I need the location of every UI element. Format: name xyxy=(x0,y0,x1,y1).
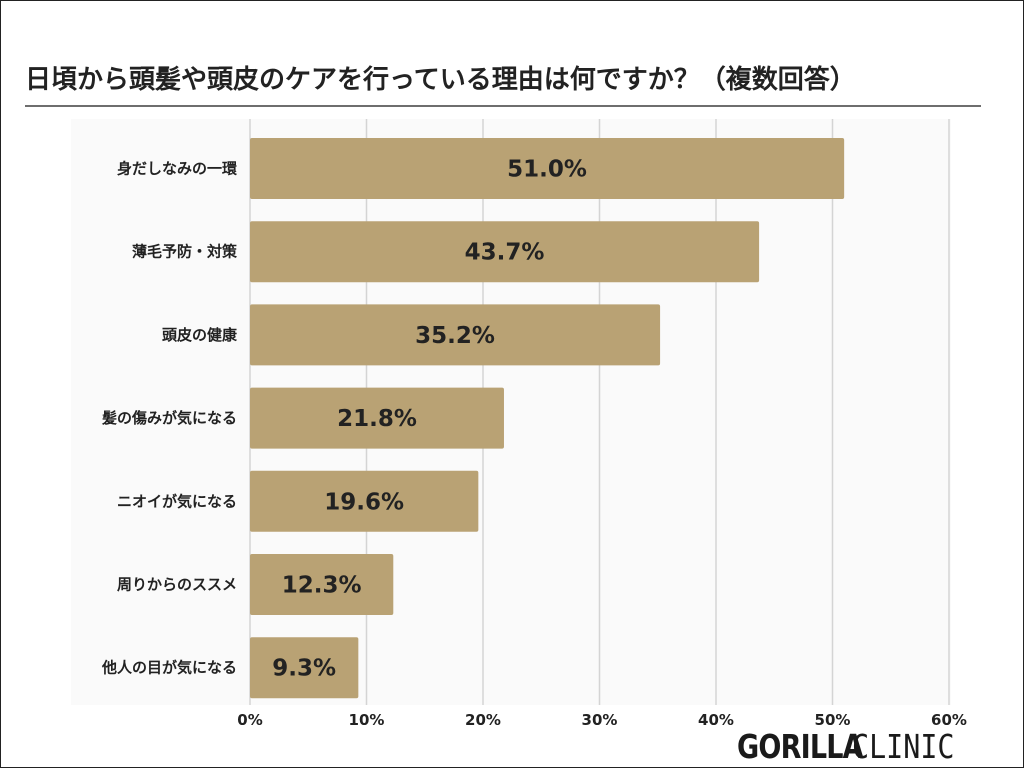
category-label: 薄毛予防・対策 xyxy=(132,243,238,261)
bar-value-label: 9.3% xyxy=(272,656,336,682)
category-label: 他人の目が気になる xyxy=(101,659,237,677)
bar-value-label: 19.6% xyxy=(324,489,404,515)
x-tick-label: 10% xyxy=(349,711,385,729)
bar xyxy=(250,138,845,199)
category-label: 周りからのススメ xyxy=(117,576,237,594)
x-tick-label: 60% xyxy=(931,711,967,729)
x-tick-label: 40% xyxy=(698,711,734,729)
title-divider xyxy=(25,105,981,107)
x-tick-label: 50% xyxy=(815,711,851,729)
x-tick-label: 0% xyxy=(237,711,262,729)
bar-value-label: 21.8% xyxy=(337,406,417,432)
bar xyxy=(250,221,760,283)
category-label: ニオイが気になる xyxy=(117,492,237,510)
category-label: 身だしなみの一環 xyxy=(117,160,238,178)
category-labels: 身だしなみの一環薄毛予防・対策頭皮の健康髪の傷みが気になるニオイが気になる周りか… xyxy=(101,160,238,677)
bar xyxy=(250,304,661,366)
category-label: 髪の傷みが気になる xyxy=(101,409,237,427)
category-label: 頭皮の健康 xyxy=(162,326,238,344)
chart-title: 日頃から頭髪や頭皮のケアを行っている理由は何ですか？（複数回答） xyxy=(25,65,856,95)
logo-wordmark-bold: GORILLA xyxy=(737,726,864,766)
bar-value-label: 12.3% xyxy=(282,573,362,599)
plot-background xyxy=(71,119,951,705)
bar xyxy=(250,637,359,699)
bar-value-label: 51.0% xyxy=(507,157,587,183)
bar xyxy=(250,387,504,449)
bar-value-label: 43.7% xyxy=(465,240,545,266)
bar xyxy=(250,470,479,532)
bar xyxy=(250,554,394,615)
x-axis-ticks: 0% 10% 20% 30% 40% 50% 60% xyxy=(237,711,967,729)
logo-wordmark-light: CLINIC xyxy=(852,726,955,766)
gorilla-clinic-logo: GORILLA CLINIC xyxy=(737,725,1017,767)
bars: 51.0% 43.7% 35.2% 21.8% 19.6% 12.3% 9.3% xyxy=(250,138,845,699)
x-tick-label: 20% xyxy=(465,711,501,729)
x-tick-label: 30% xyxy=(582,711,618,729)
bar-value-label: 35.2% xyxy=(415,323,495,349)
